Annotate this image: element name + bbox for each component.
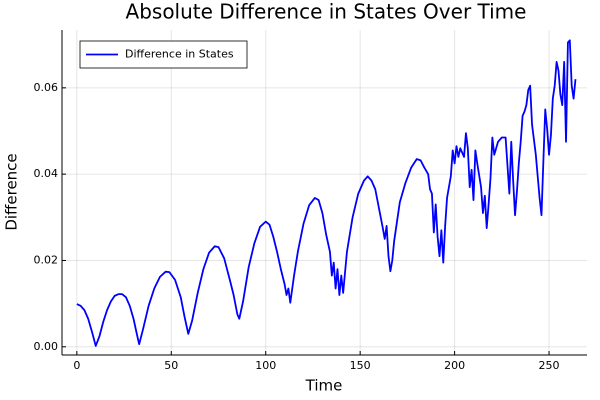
x-tick-label: 150 <box>350 359 371 372</box>
chart-title: Absolute Difference in States Over Time <box>126 0 527 24</box>
y-tick-label: 0.00 <box>34 340 59 353</box>
x-tick-label: 0 <box>73 359 80 372</box>
x-tick-label: 100 <box>255 359 276 372</box>
y-tick-label: 0.02 <box>34 253 59 266</box>
y-tick-label: 0.04 <box>34 167 59 180</box>
y-tick-label: 0.06 <box>34 81 59 94</box>
x-tick-label: 200 <box>444 359 465 372</box>
data-line <box>76 39 577 347</box>
legend-label: Difference in States <box>125 48 234 61</box>
x-tick-label: 50 <box>164 359 178 372</box>
y-axis-label: Difference <box>3 153 21 230</box>
x-tick-label: 250 <box>539 359 560 372</box>
x-axis-label: Time <box>305 377 343 395</box>
